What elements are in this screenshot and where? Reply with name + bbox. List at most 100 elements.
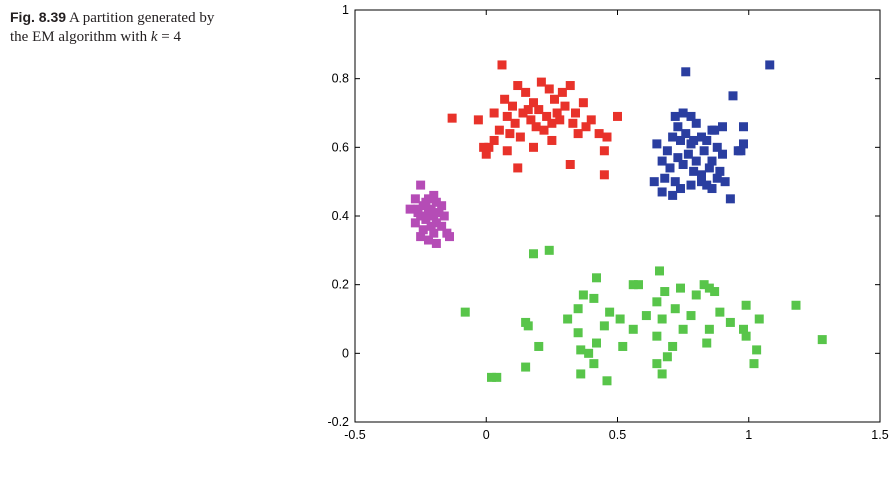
data-point <box>416 180 426 190</box>
data-point <box>725 194 735 204</box>
figure-caption: Fig. 8.39 A partition generated by the E… <box>10 8 230 47</box>
data-point <box>681 129 691 139</box>
data-point <box>429 228 439 238</box>
data-point <box>445 232 454 242</box>
data-point <box>599 321 609 331</box>
data-point <box>557 87 567 97</box>
data-point <box>500 94 510 104</box>
data-point <box>704 324 714 334</box>
data-point <box>560 101 570 111</box>
data-point <box>586 115 596 125</box>
data-point <box>689 135 699 145</box>
data-point <box>497 60 507 70</box>
data-point <box>718 149 727 159</box>
data-point <box>686 111 696 121</box>
data-point <box>628 280 638 290</box>
data-point <box>652 331 662 341</box>
data-point <box>424 235 433 245</box>
data-point <box>434 208 444 218</box>
data-point <box>531 122 541 132</box>
data-point <box>544 84 554 94</box>
data-point <box>704 283 714 293</box>
data-point <box>431 238 441 248</box>
data-point <box>676 184 685 194</box>
y-tick-label: 0 <box>342 346 349 360</box>
data-point <box>707 156 717 166</box>
data-point <box>652 139 662 149</box>
x-tick-label: -0.5 <box>344 428 366 442</box>
data-point <box>791 300 801 310</box>
data-point <box>673 153 683 163</box>
figure-number: Fig. 8.39 <box>10 9 67 25</box>
data-point <box>652 297 662 307</box>
data-point <box>697 170 706 180</box>
data-point <box>641 311 651 321</box>
data-point <box>578 290 588 300</box>
data-point <box>649 177 659 187</box>
data-point <box>592 273 601 283</box>
caption-k-symbol: k <box>150 29 158 45</box>
data-point <box>529 98 538 108</box>
data-point <box>552 108 562 118</box>
data-point <box>712 142 722 152</box>
data-point <box>618 341 628 351</box>
data-point <box>697 177 706 187</box>
data-point <box>752 345 762 355</box>
data-point <box>691 118 701 128</box>
data-point <box>431 218 441 228</box>
data-point <box>518 108 528 118</box>
data-point <box>508 101 517 111</box>
data-point <box>725 317 735 327</box>
data-point <box>670 111 680 121</box>
data-point <box>584 348 594 358</box>
data-point <box>749 359 759 369</box>
data-point <box>707 184 717 194</box>
data-point <box>581 122 591 132</box>
data-point <box>521 87 531 97</box>
data-point <box>668 132 678 142</box>
data-point <box>534 341 544 351</box>
axis-tick-labels: -0.5 0 0.5 1 1.5 -0.2 0 0.2 0.4 0.6 0.8 1 <box>327 3 888 442</box>
y-tick-label: -0.2 <box>327 415 349 429</box>
data-point <box>424 208 433 218</box>
data-point <box>689 166 699 176</box>
data-point <box>691 156 701 166</box>
data-point <box>741 331 751 341</box>
data-point <box>615 314 625 324</box>
data-point <box>429 211 439 221</box>
series-0 <box>447 60 622 180</box>
data-point <box>542 111 552 121</box>
data-point <box>576 345 586 355</box>
y-tick-label: 0.6 <box>332 140 349 154</box>
y-tick-label: 0.2 <box>332 278 349 292</box>
data-point <box>683 149 693 159</box>
data-point <box>418 225 428 235</box>
data-point <box>544 245 554 255</box>
x-tick-label: 1.5 <box>871 428 888 442</box>
data-point <box>565 81 575 91</box>
series-3 <box>460 245 827 386</box>
data-point <box>712 173 722 183</box>
data-point <box>589 293 599 303</box>
data-point <box>736 146 746 156</box>
data-point <box>691 290 701 300</box>
data-point <box>686 180 696 190</box>
data-point <box>539 125 549 135</box>
data-point <box>513 163 523 173</box>
data-point <box>576 369 586 379</box>
data-point <box>702 180 712 190</box>
data-point <box>652 359 662 369</box>
data-point <box>678 324 688 334</box>
data-point <box>523 105 533 115</box>
data-point <box>613 111 622 121</box>
data-point <box>589 359 599 369</box>
data-point <box>573 328 583 338</box>
data-point <box>494 125 504 135</box>
data-point <box>741 300 751 310</box>
data-point <box>405 204 415 214</box>
axis-ticks <box>354 9 881 423</box>
data-point <box>728 91 738 101</box>
data-point <box>418 201 428 211</box>
data-point <box>439 211 449 221</box>
data-point <box>657 314 667 324</box>
